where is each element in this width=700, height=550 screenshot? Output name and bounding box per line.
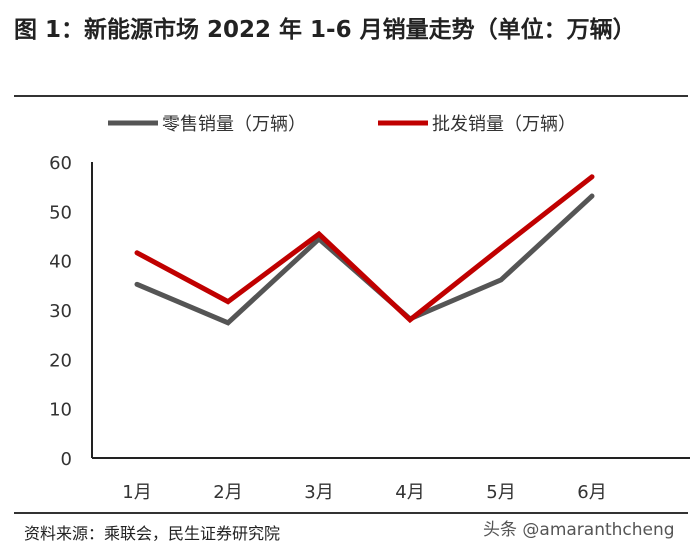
x-tick-label: 3月 (304, 482, 333, 503)
x-tick-label: 4月 (395, 482, 424, 503)
series-line (134, 174, 595, 324)
footer-divider (14, 512, 688, 514)
legend-label: 零售销量（万辆） (162, 114, 306, 135)
y-tick-label: 50 (49, 202, 72, 223)
source-note: 资料来源：乘联会，民生证券研究院 (24, 524, 281, 543)
chart-title: 图 1：新能源市场 2022 年 1-6 月销量走势（单位：万辆） (14, 17, 636, 43)
y-tick-label: 30 (49, 301, 72, 322)
y-tick-label: 10 (49, 400, 72, 421)
watermark: 头条 @amaranthcheng (483, 520, 675, 540)
y-tick-label: 60 (49, 153, 72, 174)
legend-label: 批发销量（万辆） (432, 114, 576, 135)
x-tick-label: 5月 (486, 482, 515, 503)
y-tick-label: 40 (49, 252, 72, 273)
x-tick-label: 1月 (122, 482, 151, 503)
x-tick-label: 6月 (577, 482, 606, 503)
x-tick-label: 2月 (213, 482, 242, 503)
y-tick-label: 0 (61, 449, 72, 470)
y-tick-label: 20 (49, 350, 72, 371)
series-line (134, 193, 595, 326)
title-divider (14, 95, 688, 97)
